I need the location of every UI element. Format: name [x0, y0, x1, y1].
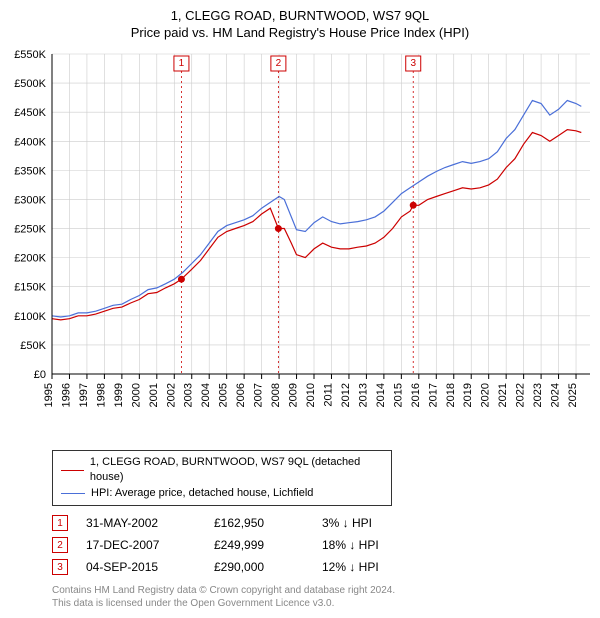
- title-subtitle: Price paid vs. HM Land Registry's House …: [0, 25, 600, 40]
- svg-text:£400K: £400K: [14, 136, 46, 148]
- svg-text:2011: 2011: [322, 383, 334, 407]
- svg-text:£0: £0: [34, 369, 46, 381]
- svg-text:£100K: £100K: [14, 311, 46, 323]
- svg-text:2017: 2017: [427, 383, 439, 407]
- svg-text:2025: 2025: [567, 383, 579, 407]
- svg-text:2002: 2002: [165, 383, 177, 407]
- sales-row: 1 31-MAY-2002 £162,950 3% ↓ HPI: [52, 512, 590, 534]
- sales-marker-box: 3: [52, 559, 68, 575]
- svg-text:1997: 1997: [78, 383, 90, 407]
- page-container: 1, CLEGG ROAD, BURNTWOOD, WS7 9QL Price …: [0, 0, 600, 610]
- svg-text:2: 2: [276, 58, 282, 69]
- svg-text:2003: 2003: [183, 383, 195, 407]
- svg-text:£350K: £350K: [14, 165, 46, 177]
- legend-item: HPI: Average price, detached house, Lich…: [61, 486, 383, 501]
- sales-price: £249,999: [214, 538, 304, 552]
- svg-text:2018: 2018: [445, 383, 457, 407]
- svg-text:2010: 2010: [305, 383, 317, 407]
- svg-text:£50K: £50K: [20, 340, 46, 352]
- sales-delta: 18% ↓ HPI: [322, 538, 412, 552]
- svg-text:£250K: £250K: [14, 224, 46, 236]
- sales-row: 3 04-SEP-2015 £290,000 12% ↓ HPI: [52, 556, 590, 578]
- sales-marker-box: 1: [52, 515, 68, 531]
- svg-text:2005: 2005: [218, 383, 230, 407]
- svg-text:2019: 2019: [462, 383, 474, 407]
- footer-line-1: Contains HM Land Registry data © Crown c…: [52, 584, 590, 597]
- svg-text:2023: 2023: [532, 383, 544, 407]
- title-address: 1, CLEGG ROAD, BURNTWOOD, WS7 9QL: [0, 8, 600, 23]
- svg-text:2008: 2008: [270, 383, 282, 407]
- legend-label: HPI: Average price, detached house, Lich…: [91, 486, 313, 501]
- svg-text:2012: 2012: [340, 383, 352, 407]
- svg-text:2024: 2024: [550, 383, 562, 407]
- svg-text:2015: 2015: [392, 383, 404, 407]
- sales-row: 2 17-DEC-2007 £249,999 18% ↓ HPI: [52, 534, 590, 556]
- svg-text:1996: 1996: [60, 383, 72, 407]
- svg-text:£550K: £550K: [14, 49, 46, 61]
- svg-text:£300K: £300K: [14, 194, 46, 206]
- svg-text:1998: 1998: [95, 383, 107, 407]
- sales-delta: 12% ↓ HPI: [322, 560, 412, 574]
- svg-text:£450K: £450K: [14, 107, 46, 119]
- sales-date: 17-DEC-2007: [86, 538, 196, 552]
- footer-line-2: This data is licensed under the Open Gov…: [52, 597, 590, 610]
- svg-text:2000: 2000: [130, 383, 142, 407]
- svg-text:2006: 2006: [235, 383, 247, 407]
- sales-table: 1 31-MAY-2002 £162,950 3% ↓ HPI 2 17-DEC-2007…: [52, 512, 590, 578]
- svg-text:1999: 1999: [113, 383, 125, 407]
- svg-text:2020: 2020: [480, 383, 492, 407]
- svg-text:1995: 1995: [43, 383, 55, 407]
- sales-delta: 3% ↓ HPI: [322, 516, 412, 530]
- svg-text:2022: 2022: [515, 383, 527, 407]
- chart: £0 £50K £100K £150K £200K £250K £300K £350K £400…: [0, 44, 600, 444]
- legend-swatch: [61, 470, 84, 471]
- svg-text:1: 1: [179, 58, 185, 69]
- sales-date: 04-SEP-2015: [86, 560, 196, 574]
- legend: 1, CLEGG ROAD, BURNTWOOD, WS7 9QL (detac…: [52, 450, 392, 506]
- title-block: 1, CLEGG ROAD, BURNTWOOD, WS7 9QL Price …: [0, 0, 600, 44]
- sales-price: £290,000: [214, 560, 304, 574]
- sales-price: £162,950: [214, 516, 304, 530]
- svg-text:2021: 2021: [497, 383, 509, 407]
- svg-text:2004: 2004: [200, 383, 212, 407]
- svg-text:2016: 2016: [410, 383, 422, 407]
- svg-text:£150K: £150K: [14, 282, 46, 294]
- svg-text:£200K: £200K: [14, 253, 46, 265]
- svg-text:2007: 2007: [253, 383, 265, 407]
- footer: Contains HM Land Registry data © Crown c…: [52, 584, 590, 610]
- svg-text:2013: 2013: [357, 383, 369, 407]
- sales-date: 31-MAY-2002: [86, 516, 196, 530]
- sales-marker-box: 2: [52, 537, 68, 553]
- chart-svg: £0 £50K £100K £150K £200K £250K £300K £350K £400…: [0, 44, 600, 444]
- svg-text:3: 3: [410, 58, 416, 69]
- legend-item: 1, CLEGG ROAD, BURNTWOOD, WS7 9QL (detac…: [61, 455, 383, 486]
- svg-text:2001: 2001: [148, 383, 160, 407]
- legend-swatch: [61, 493, 85, 494]
- svg-text:2014: 2014: [375, 383, 387, 407]
- legend-label: 1, CLEGG ROAD, BURNTWOOD, WS7 9QL (detac…: [90, 455, 383, 486]
- svg-text:2009: 2009: [288, 383, 300, 407]
- svg-text:£500K: £500K: [14, 78, 46, 90]
